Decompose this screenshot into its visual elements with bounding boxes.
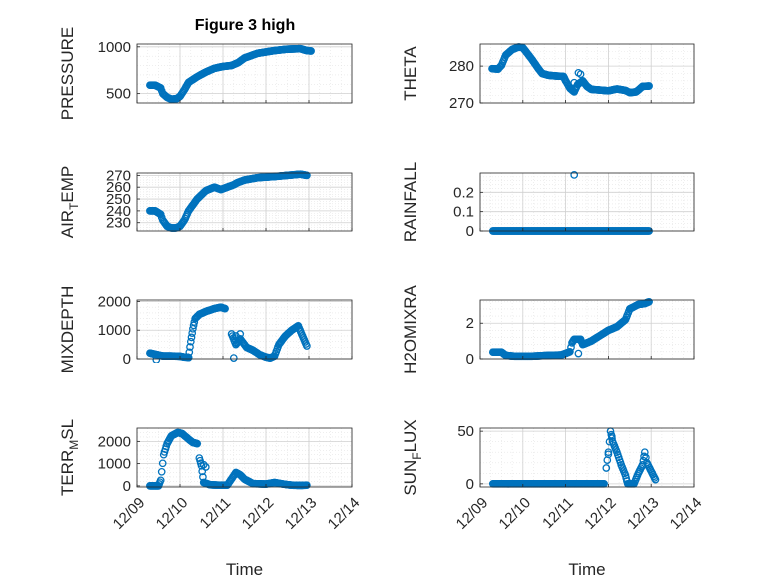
series-markers (146, 428, 311, 490)
x-axis-label: Time (226, 560, 263, 579)
chart-panel-mixdepth: 0 1000 2000 MIXDEPTH (58, 286, 353, 374)
axes-box (136, 172, 353, 232)
y-tick-label: 270 (449, 95, 474, 112)
axes-box (136, 43, 353, 104)
chart-panel-theta: 270 280 THETA (401, 43, 695, 112)
y-axis-label: TERRMSL (58, 419, 81, 496)
series-markers (488, 297, 653, 361)
data-point (640, 448, 649, 457)
y-tick-label: 0.1 (453, 204, 474, 221)
y-tick-label: 1000 (98, 456, 131, 473)
y-tick-label: 240 (106, 203, 131, 220)
y-axis-label: MIXDEPTH (58, 286, 77, 374)
data-point (576, 70, 585, 79)
data-point (221, 304, 229, 313)
chart-panel-rainfall: 0 0.1 0.2 RAINFALL (401, 162, 695, 242)
y-tick-label: 250 (106, 191, 131, 208)
data-point (651, 475, 660, 484)
series-markers (146, 44, 315, 104)
y-axis-label: PRESSURE (58, 27, 77, 121)
y-tick-label: 50 (457, 423, 474, 440)
data-point (303, 342, 311, 350)
axes-box (479, 427, 695, 488)
y-tick-label: 0 (123, 478, 131, 495)
data-point (642, 453, 650, 462)
axes-box (136, 299, 353, 360)
data-point (607, 432, 616, 441)
data-point (188, 329, 197, 337)
y-tick-label: 2 (466, 315, 474, 332)
x-axis-label: Time (568, 560, 605, 579)
y-tick-label: 260 (106, 179, 131, 196)
data-point (186, 343, 194, 351)
data-point (157, 467, 166, 476)
chart-panel-pressure: 500 1000 PRESSURE (58, 27, 353, 121)
axes-box (479, 172, 695, 232)
plot-area (480, 173, 694, 231)
y-tick-label: 500 (106, 86, 131, 103)
y-axis-label: RAINFALL (401, 162, 420, 242)
series-markers (146, 303, 311, 363)
data-point (602, 464, 611, 472)
data-point (307, 47, 315, 55)
plot-area (480, 300, 694, 359)
axes-box (479, 299, 695, 360)
y-tick-label: 280 (449, 58, 474, 75)
data-point (201, 463, 210, 471)
y-axis-label: THETA (401, 46, 420, 101)
figure-title: Figure 3 high (195, 17, 295, 34)
y-tick-label: 270 (106, 167, 131, 184)
y-tick-label: 230 (106, 215, 131, 232)
data-point (199, 460, 208, 469)
y-tick-label: 0 (123, 351, 131, 368)
data-point (604, 450, 613, 459)
data-point (156, 476, 165, 485)
axes-box (136, 427, 353, 488)
data-point (193, 439, 202, 448)
data-point (152, 356, 161, 363)
data-point (303, 171, 311, 180)
y-tick-label: 0 (466, 223, 474, 240)
plot-area (480, 428, 694, 487)
y-axis-label: SUNFLUX (401, 419, 424, 495)
series-markers (146, 170, 311, 232)
data-point (232, 332, 240, 340)
plot-area (137, 44, 352, 103)
y-tick-label: 1000 (98, 322, 131, 339)
axes-box (479, 43, 695, 104)
y-tick-label: 0.2 (453, 184, 474, 201)
y-tick-label: 2000 (98, 433, 131, 450)
data-point (574, 349, 583, 358)
data-point (566, 347, 574, 356)
data-point (645, 82, 653, 90)
y-tick-label: 0 (466, 476, 474, 493)
data-point (184, 353, 193, 362)
chart-panel-h2omixra: 0 2 H2OMIXRA (401, 284, 695, 374)
data-point (186, 337, 195, 346)
data-point (570, 171, 579, 179)
y-axis-label: H2OMIXRA (401, 284, 420, 373)
data-point (645, 297, 653, 306)
data-point (570, 78, 579, 87)
data-point (158, 459, 167, 468)
data-point (303, 481, 311, 490)
data-point (236, 330, 245, 338)
data-point (229, 354, 238, 362)
data-point (185, 348, 194, 357)
series-markers (488, 43, 653, 97)
y-tick-label: 2000 (98, 293, 131, 310)
y-axis-label: AIRTEMP (58, 166, 81, 239)
y-tick-label: 0 (466, 351, 474, 368)
y-tick-label: 1000 (98, 39, 131, 56)
data-point (187, 333, 196, 342)
